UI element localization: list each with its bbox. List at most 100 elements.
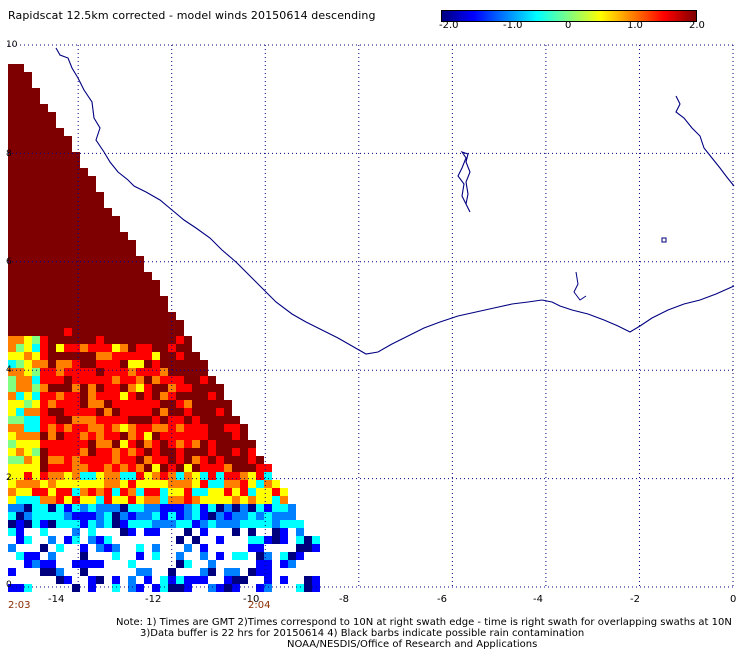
wind-cell — [48, 424, 56, 432]
wind-cell — [128, 488, 136, 496]
wind-cell — [8, 80, 16, 88]
wind-cell — [104, 248, 112, 256]
wind-cell — [96, 336, 104, 344]
wind-cell — [232, 504, 240, 512]
wind-cell — [240, 472, 248, 480]
wind-cell — [136, 432, 144, 440]
wind-cell — [104, 360, 112, 368]
wind-cell — [232, 440, 240, 448]
wind-cell — [32, 416, 40, 424]
wind-cell — [168, 392, 176, 400]
wind-cell — [104, 224, 112, 232]
wind-cell — [56, 248, 64, 256]
wind-cell — [296, 584, 304, 592]
wind-cell — [16, 272, 24, 280]
wind-cell — [176, 392, 184, 400]
wind-cell — [16, 344, 24, 352]
wind-cell — [128, 280, 136, 288]
wind-cell — [160, 512, 168, 520]
wind-cell — [88, 432, 96, 440]
wind-cell — [288, 512, 296, 520]
wind-cell — [120, 440, 128, 448]
wind-cell — [96, 464, 104, 472]
wind-cell — [144, 424, 152, 432]
wind-cell — [96, 272, 104, 280]
wind-cell — [120, 488, 128, 496]
wind-cell — [192, 536, 200, 544]
wind-cell — [72, 496, 80, 504]
wind-cell — [40, 568, 48, 576]
wind-cell — [168, 432, 176, 440]
wind-cell — [16, 264, 24, 272]
wind-cell — [200, 488, 208, 496]
wind-cell — [136, 464, 144, 472]
wind-cell — [152, 304, 160, 312]
wind-cell — [216, 424, 224, 432]
wind-cell — [136, 280, 144, 288]
wind-cell — [48, 480, 56, 488]
wind-cell — [96, 224, 104, 232]
wind-cell — [312, 544, 320, 552]
wind-cell — [72, 536, 80, 544]
wind-cell — [136, 488, 144, 496]
wind-cell — [56, 344, 64, 352]
wind-cell — [160, 352, 168, 360]
wind-cell — [80, 512, 88, 520]
wind-cell — [56, 328, 64, 336]
wind-cell — [224, 408, 232, 416]
wind-cell — [280, 536, 288, 544]
wind-cell — [152, 400, 160, 408]
wind-cell — [264, 488, 272, 496]
wind-cell — [192, 472, 200, 480]
wind-cell — [104, 352, 112, 360]
wind-cell — [88, 512, 96, 520]
wind-cell — [216, 464, 224, 472]
wind-cell — [72, 264, 80, 272]
wind-cell — [208, 512, 216, 520]
wind-cell — [184, 488, 192, 496]
wind-cell — [248, 536, 256, 544]
wind-cell — [72, 152, 80, 160]
wind-cell — [120, 512, 128, 520]
wind-cell — [208, 496, 216, 504]
wind-cell — [176, 416, 184, 424]
wind-cell — [80, 360, 88, 368]
wind-cell — [152, 328, 160, 336]
wind-cell — [160, 408, 168, 416]
wind-cell — [240, 504, 248, 512]
wind-cell — [56, 136, 64, 144]
wind-cell — [88, 560, 96, 568]
lon-label-neg14: -14 — [48, 594, 65, 605]
wind-cell — [224, 448, 232, 456]
wind-cell — [136, 440, 144, 448]
wind-cell — [72, 296, 80, 304]
wind-cell — [56, 264, 64, 272]
wind-cell — [80, 200, 88, 208]
wind-cell — [40, 432, 48, 440]
wind-cell — [120, 400, 128, 408]
wind-cell — [120, 336, 128, 344]
wind-cell — [104, 368, 112, 376]
wind-cell — [40, 192, 48, 200]
wind-cell — [240, 432, 248, 440]
wind-cell — [40, 440, 48, 448]
wind-cell — [16, 104, 24, 112]
wind-cell — [232, 528, 240, 536]
wind-cell — [264, 576, 272, 584]
wind-cell — [232, 568, 240, 576]
wind-cell — [8, 384, 16, 392]
wind-cell — [64, 440, 72, 448]
wind-cell — [208, 504, 216, 512]
wind-cell — [56, 200, 64, 208]
wind-cell — [32, 512, 40, 520]
wind-cell — [160, 472, 168, 480]
wind-cell — [176, 336, 184, 344]
wind-cell — [88, 408, 96, 416]
wind-cell — [136, 264, 144, 272]
wind-cell — [200, 512, 208, 520]
wind-cell — [112, 240, 120, 248]
wind-cell — [96, 264, 104, 272]
wind-cell — [8, 248, 16, 256]
wind-cell — [48, 128, 56, 136]
wind-cell — [88, 208, 96, 216]
